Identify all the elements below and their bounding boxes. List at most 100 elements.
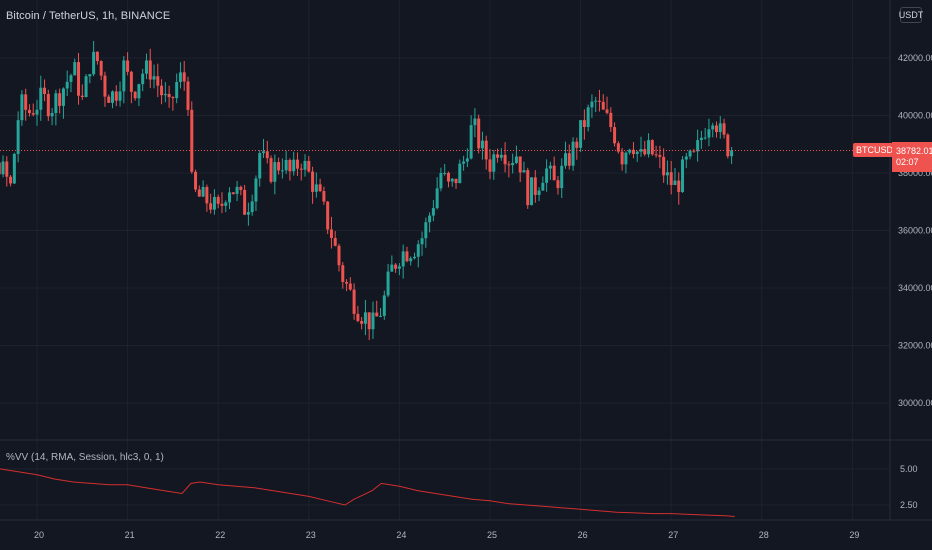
candle-body: [292, 159, 296, 172]
candle-body: [205, 186, 209, 204]
candle-body: [582, 120, 586, 128]
candle-body: [133, 91, 137, 99]
y-tick-label: 36000.00: [898, 226, 932, 236]
indicator-title[interactable]: %VV (14, RMA, Session, hlc3, 0, 1): [6, 452, 164, 463]
y-tick-label: 42000.00: [898, 53, 932, 63]
candle-body: [284, 159, 288, 171]
x-tick-label: 27: [668, 530, 678, 540]
candle-body: [329, 229, 333, 238]
candle-body: [730, 150, 734, 157]
candle-body: [80, 95, 84, 97]
x-tick-label: 29: [849, 530, 859, 540]
candle-body: [669, 172, 673, 186]
candle-body: [692, 150, 696, 152]
candle-body: [537, 190, 541, 195]
x-tick-label: 28: [759, 530, 769, 540]
candle-body: [564, 153, 567, 166]
candle-body: [16, 120, 20, 154]
candle-body: [1, 161, 5, 175]
candle-body: [371, 312, 375, 330]
candle-body: [69, 75, 73, 82]
candle-body: [111, 91, 114, 103]
candle-body: [273, 162, 277, 182]
candle-body: [511, 162, 515, 166]
candle-body: [0, 162, 1, 175]
candle-body: [326, 201, 330, 230]
candle-body: [337, 245, 341, 266]
candle-body: [9, 176, 13, 184]
candle-body: [379, 315, 383, 317]
y-tick-label: 40000.00: [898, 111, 932, 121]
candle-body: [175, 81, 179, 99]
candle-body: [341, 265, 345, 282]
candle-body: [662, 156, 666, 176]
candle-body: [405, 251, 409, 262]
candle-body: [277, 162, 281, 171]
candle-body: [182, 72, 186, 82]
candle-body: [5, 161, 9, 177]
candle-body: [367, 312, 371, 330]
candle-body: [137, 84, 141, 99]
candle-body: [609, 112, 613, 128]
candle-body: [35, 109, 39, 115]
candle-body: [718, 123, 722, 133]
candle-body: [360, 320, 364, 324]
candle-body: [703, 137, 707, 139]
candle-body: [394, 264, 398, 269]
candle-body: [20, 94, 24, 121]
x-tick-label: 22: [215, 530, 225, 540]
candle-body: [220, 203, 224, 206]
candle-body: [443, 172, 447, 174]
candle-body: [450, 178, 454, 182]
countdown-value: 02:07: [896, 157, 919, 167]
candle-body: [722, 123, 726, 135]
candle-body: [103, 75, 107, 97]
candle-body: [295, 159, 299, 169]
symbol-tag: BTCUSDT: [853, 143, 902, 157]
candle-body: [499, 154, 503, 158]
candle-body: [556, 180, 560, 189]
candle-body: [416, 244, 420, 257]
currency-button[interactable]: USDT: [899, 7, 923, 23]
candle-body: [665, 172, 669, 176]
candle-body: [684, 156, 688, 160]
candle-body: [726, 134, 730, 157]
x-tick-label: 21: [125, 530, 135, 540]
candle-body: [39, 87, 43, 110]
candle-body: [194, 171, 198, 190]
indicator-line: [0, 468, 735, 517]
candle-body: [601, 101, 605, 110]
candle-body: [533, 177, 537, 195]
candle-body: [597, 100, 601, 102]
candle-body: [382, 295, 386, 316]
candle-body: [711, 125, 715, 130]
candle-body: [424, 222, 428, 239]
candle-body: [677, 180, 681, 193]
candle-body: [99, 61, 103, 76]
candle-body: [322, 191, 326, 202]
candle-body: [73, 62, 77, 76]
candle-body: [129, 71, 133, 92]
candle-body: [43, 87, 47, 95]
candle-body: [631, 149, 635, 155]
candle-body: [586, 107, 590, 128]
candle-body: [27, 109, 31, 114]
candle-body: [647, 140, 651, 155]
candle-body: [262, 151, 265, 154]
candle-body: [507, 164, 511, 166]
candle-body: [152, 76, 156, 80]
candle-body: [246, 212, 250, 215]
y-tick-label: 30000.00: [898, 398, 932, 408]
candle-body: [258, 153, 262, 179]
candle-body: [428, 215, 432, 223]
candle-body: [462, 161, 466, 164]
candle-body: [696, 140, 700, 152]
candle-body: [401, 251, 405, 267]
candle-body: [160, 85, 164, 96]
candle-body: [212, 196, 216, 210]
candle-body: [24, 94, 28, 110]
candle-body: [541, 182, 545, 191]
candle-body: [639, 149, 643, 152]
candle-body: [375, 312, 379, 317]
